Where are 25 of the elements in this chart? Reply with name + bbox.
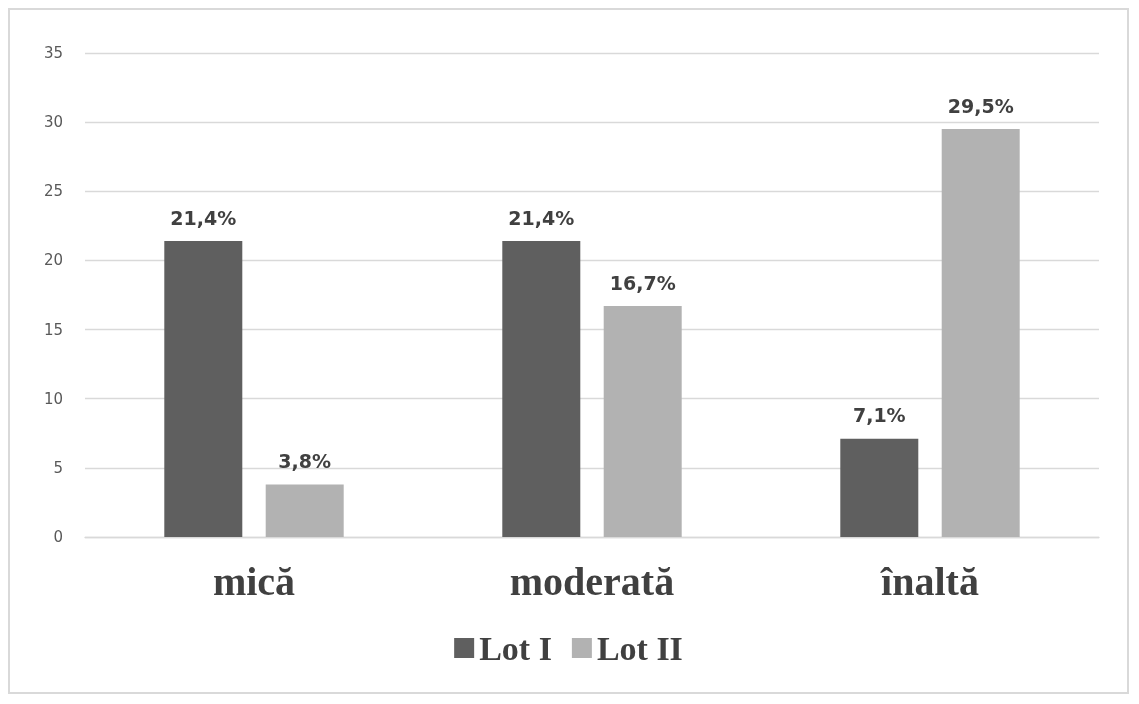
bar: [164, 241, 243, 537]
x-tick-label: moderată: [509, 558, 675, 604]
y-tick-label: 5: [53, 458, 63, 477]
data-label: 7,1%: [852, 404, 906, 427]
data-label: 29,5%: [947, 94, 1014, 117]
y-tick-label: 15: [43, 320, 63, 339]
y-tick-label: 30: [43, 113, 63, 132]
data-label: 21,4%: [508, 206, 575, 229]
legend-label: Lot I: [479, 629, 552, 667]
bar: [941, 129, 1020, 537]
data-label: 3,8%: [278, 449, 332, 472]
bar: [603, 306, 682, 537]
data-label: 21,4%: [170, 206, 237, 229]
data-label: 16,7%: [609, 271, 676, 294]
legend-label: Lot II: [596, 629, 683, 667]
y-tick-label: 25: [43, 182, 63, 201]
y-tick-label: 10: [43, 389, 63, 408]
bar: [265, 484, 344, 537]
y-tick-label: 20: [43, 251, 63, 270]
x-tick-label: mică: [212, 558, 296, 604]
y-tick-label: 35: [43, 44, 63, 62]
bar: [840, 438, 919, 537]
x-tick-label: înaltă: [880, 558, 979, 604]
bar: [502, 241, 581, 537]
y-tick-label: 0: [53, 528, 63, 546]
